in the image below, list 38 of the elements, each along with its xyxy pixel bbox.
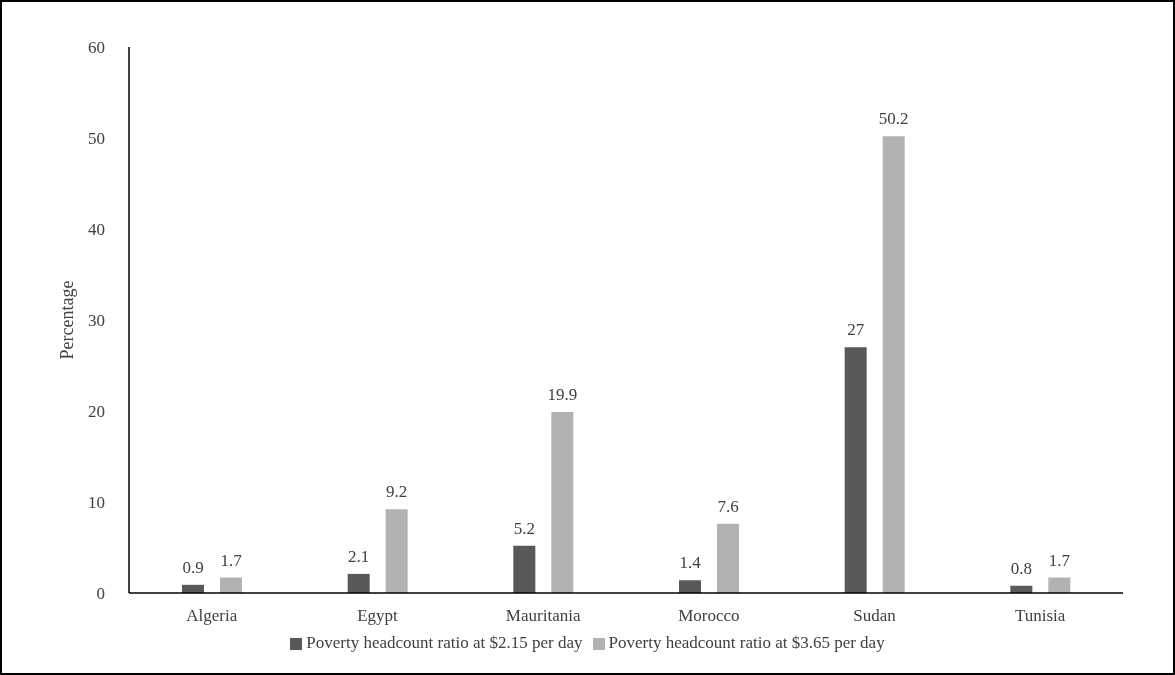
bar [385,509,408,593]
y-tick-label: 20 [88,402,105,422]
bar [882,136,905,593]
x-tick-label: Sudan [853,606,897,626]
bar [513,545,536,593]
bar [679,580,701,593]
y-tick-label: 40 [88,220,105,240]
bar [551,411,574,593]
data-label: 27 [847,320,865,340]
data-label: 2.1 [348,546,370,566]
y-tick-label: 30 [88,311,105,331]
y-tick-label: 0 [96,584,105,604]
x-tick-label: Algeria [186,606,238,626]
data-label: 7.6 [717,496,739,516]
data-label: 1.7 [1048,550,1071,570]
x-tick-label: Tunisia [1014,606,1066,626]
x-tick-label: Mauritania [505,606,581,626]
data-label: 19.9 [547,384,578,404]
y-tick-label: 10 [88,493,105,513]
y-tick-label: 50 [88,129,105,149]
bar [717,523,739,593]
data-label: 1.4 [679,553,702,573]
bar [1048,577,1071,593]
x-tick-label: Egypt [357,606,399,626]
data-label: 50.2 [878,109,909,129]
data-label: 9.2 [386,482,408,502]
data-label: 0.9 [182,557,204,577]
x-tick-label: Morocco [678,606,740,626]
bar [844,347,867,593]
bar [347,573,370,593]
legend-label: Poverty headcount ratio at $3.65 per day [608,633,885,652]
data-label: 5.2 [513,518,535,538]
data-label: 0.8 [1010,558,1032,578]
bar [220,577,242,593]
y-tick-label: 60 [88,38,105,58]
legend-label: Poverty headcount ratio at $2.15 per day [306,633,583,652]
y-axis-title: Percentage [57,280,78,360]
data-label: 1.7 [220,550,243,570]
